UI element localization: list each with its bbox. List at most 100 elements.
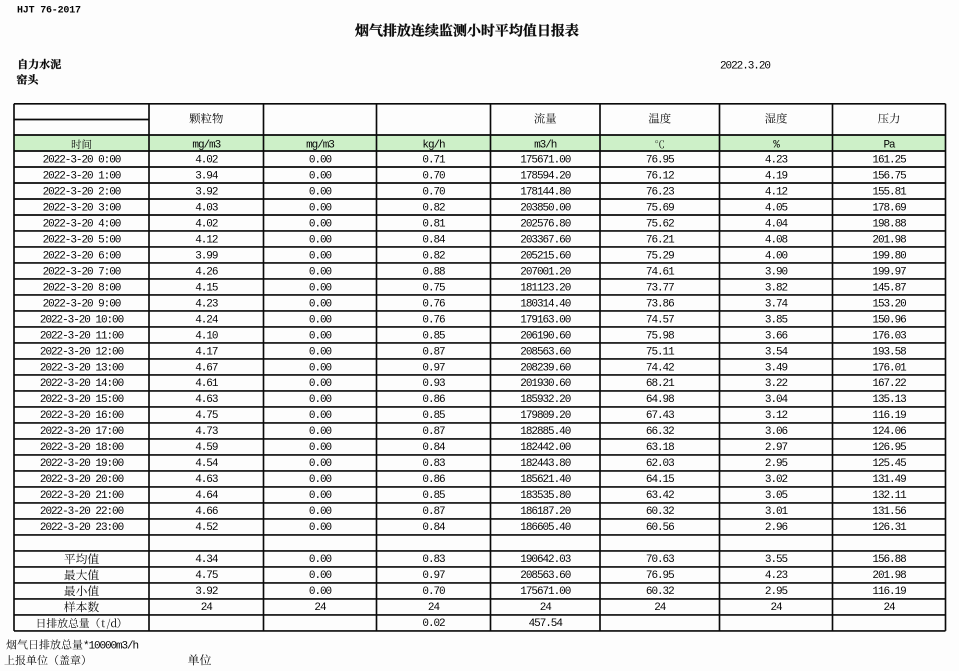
svg-text:201.98: 201.98 [872,570,906,582]
svg-text:4.63: 4.63 [195,474,218,486]
svg-text:178594.20: 178594.20 [520,170,570,182]
svg-text:60.32: 60.32 [646,586,674,598]
svg-text:0.00: 0.00 [309,458,332,470]
svg-text:0.00: 0.00 [309,218,332,230]
svg-text:183535.80: 183535.80 [520,490,570,502]
svg-text:178.69: 178.69 [872,202,906,214]
svg-text:2022-3-20 9:00: 2022-3-20 9:00 [43,298,121,310]
svg-text:4.03: 4.03 [195,202,218,214]
svg-text:206190.60: 206190.60 [520,330,570,342]
svg-text:3.66: 3.66 [765,330,788,342]
svg-text:76.12: 76.12 [646,170,674,182]
svg-text:64.15: 64.15 [646,474,674,486]
svg-text:24: 24 [201,602,214,614]
svg-text:0.83: 0.83 [422,458,445,470]
svg-text:75.62: 75.62 [646,218,674,230]
svg-text:73.86: 73.86 [646,298,674,310]
svg-text:0.00: 0.00 [309,474,332,486]
svg-text:0.00: 0.00 [309,570,332,582]
svg-text:4.75: 4.75 [195,410,218,422]
svg-text:3.94: 3.94 [195,170,219,182]
svg-text:63.18: 63.18 [646,442,674,454]
svg-text:0.00: 0.00 [309,506,332,518]
svg-text:0.00: 0.00 [309,314,332,326]
svg-text:mg/m3: mg/m3 [192,139,220,151]
svg-text:176.01: 176.01 [872,362,907,374]
svg-text:3.90: 3.90 [765,266,788,278]
svg-text:0.84: 0.84 [422,234,446,246]
svg-text:0.00: 0.00 [309,586,332,598]
svg-text:0.88: 0.88 [422,266,445,278]
svg-text:2.96: 2.96 [765,522,788,534]
svg-text:0.76: 0.76 [422,314,445,326]
svg-text:0.00: 0.00 [309,154,332,166]
svg-text:116.19: 116.19 [872,586,906,598]
svg-text:60.56: 60.56 [646,522,674,534]
svg-text:3.74: 3.74 [765,298,789,310]
svg-text:3.02: 3.02 [765,474,788,486]
svg-text:201930.60: 201930.60 [520,378,570,390]
svg-text:2022-3-20 6:00: 2022-3-20 6:00 [43,250,121,262]
svg-text:0.00: 0.00 [309,426,332,438]
svg-text:24: 24 [771,602,784,614]
svg-text:75.11: 75.11 [646,346,675,358]
svg-text:0.00: 0.00 [309,234,332,246]
svg-text:3.82: 3.82 [765,282,788,294]
svg-text:2022-3-20 8:00: 2022-3-20 8:00 [43,282,121,294]
svg-text:3.01: 3.01 [765,506,789,518]
svg-text:2022.3.20: 2022.3.20 [720,60,770,72]
svg-text:2022-3-20 11:00: 2022-3-20 11:00 [40,330,124,342]
svg-text:124.06: 124.06 [872,426,906,438]
svg-text:0.76: 0.76 [422,298,445,310]
svg-text:2022-3-20 22:00: 2022-3-20 22:00 [40,506,124,518]
svg-text:2.97: 2.97 [765,442,788,454]
svg-text:0.00: 0.00 [309,378,332,390]
svg-text:2022-3-20 20:00: 2022-3-20 20:00 [40,474,124,486]
svg-text:126.95: 126.95 [872,442,906,454]
svg-text:208563.60: 208563.60 [520,346,570,358]
svg-text:3.92: 3.92 [195,186,218,198]
svg-text:4.23: 4.23 [765,154,788,166]
svg-text:0.87: 0.87 [422,506,445,518]
svg-text:70.63: 70.63 [646,554,674,566]
svg-text:193.58: 193.58 [872,346,906,358]
svg-text:0.75: 0.75 [422,282,445,294]
svg-text:*10000m3/h: *10000m3/h [83,641,139,653]
svg-text:4.64: 4.64 [195,490,219,502]
svg-text:67.43: 67.43 [646,410,674,422]
svg-text:2022-3-20 0:00: 2022-3-20 0:00 [43,154,121,166]
svg-text:0.81: 0.81 [422,218,446,230]
svg-text:68.21: 68.21 [646,378,675,390]
svg-text:0.70: 0.70 [422,586,445,598]
svg-text:179809.20: 179809.20 [520,410,570,422]
svg-text:0.85: 0.85 [422,330,445,342]
svg-text:3.04: 3.04 [765,394,789,406]
svg-text:0.00: 0.00 [309,442,332,454]
svg-text:3.22: 3.22 [765,378,788,390]
svg-text:76.21: 76.21 [646,234,675,246]
svg-text:0.84: 0.84 [422,442,446,454]
svg-text:0.71: 0.71 [422,154,446,166]
svg-text:2022-3-20 7:00: 2022-3-20 7:00 [43,266,121,278]
svg-text:167.22: 167.22 [872,378,906,390]
svg-text:4.02: 4.02 [195,218,218,230]
svg-text:4.24: 4.24 [195,314,219,326]
svg-text:182885.40: 182885.40 [520,426,570,438]
svg-text:132.11: 132.11 [872,490,907,502]
svg-text:0.86: 0.86 [422,474,445,486]
svg-text:3.54: 3.54 [765,346,789,358]
svg-text:203850.00: 203850.00 [520,202,570,214]
svg-text:4.23: 4.23 [195,298,218,310]
svg-text:176.03: 176.03 [872,330,906,342]
svg-text:0.00: 0.00 [309,266,332,278]
svg-text:201.98: 201.98 [872,234,906,246]
svg-text:62.03: 62.03 [646,458,674,470]
svg-text:161.25: 161.25 [872,154,906,166]
svg-text:0.00: 0.00 [309,170,332,182]
svg-text:HJT 76-2017: HJT 76-2017 [17,5,81,16]
svg-text:199.97: 199.97 [872,266,906,278]
svg-text:3.12: 3.12 [765,410,788,422]
svg-text:74.57: 74.57 [646,314,674,326]
svg-text:4.61: 4.61 [195,378,219,390]
svg-text:198.88: 198.88 [872,218,906,230]
